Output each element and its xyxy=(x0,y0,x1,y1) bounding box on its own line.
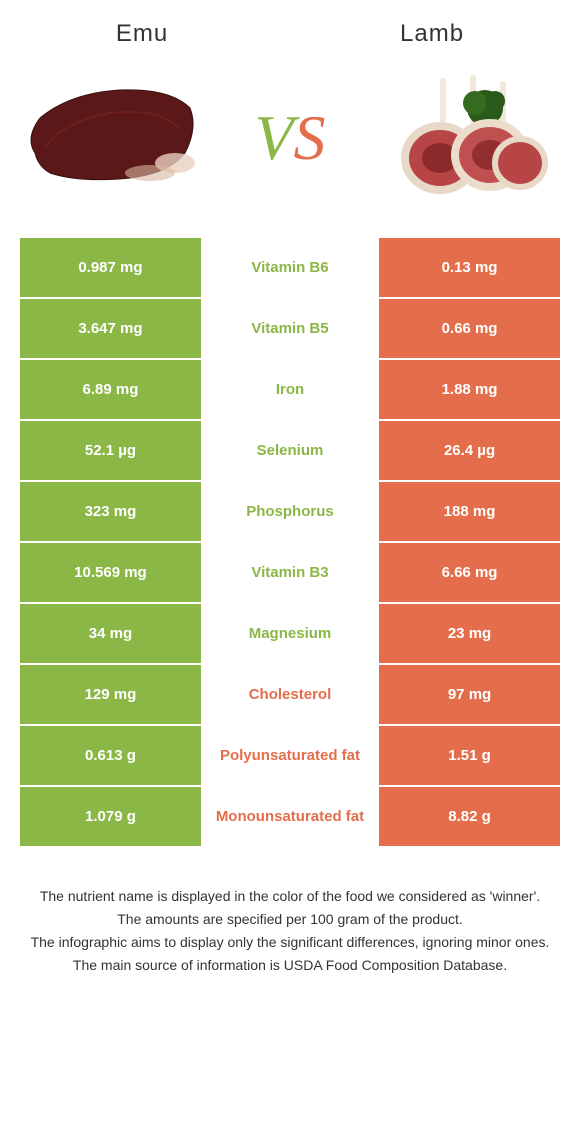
table-row: 0.613 gPolyunsaturated fat1.51 g xyxy=(20,726,560,785)
value-right: 0.13 mg xyxy=(379,238,560,297)
value-left: 34 mg xyxy=(20,604,201,663)
footer-notes: The nutrient name is displayed in the co… xyxy=(30,886,550,976)
value-left: 52.1 µg xyxy=(20,421,201,480)
footer-line-1: The nutrient name is displayed in the co… xyxy=(30,886,550,907)
table-row: 129 mgCholesterol97 mg xyxy=(20,665,560,724)
value-right: 97 mg xyxy=(379,665,560,724)
vs-label: VS xyxy=(254,101,325,175)
value-left: 0.613 g xyxy=(20,726,201,785)
nutrient-name: Monounsaturated fat xyxy=(201,787,379,846)
nutrient-name: Iron xyxy=(201,360,379,419)
value-left: 3.647 mg xyxy=(20,299,201,358)
table-row: 3.647 mgVitamin B50.66 mg xyxy=(20,299,560,358)
table-row: 1.079 gMonounsaturated fat8.82 g xyxy=(20,787,560,846)
value-left: 1.079 g xyxy=(20,787,201,846)
value-right: 1.88 mg xyxy=(379,360,560,419)
nutrient-name: Magnesium xyxy=(201,604,379,663)
value-right: 0.66 mg xyxy=(379,299,560,358)
value-right: 8.82 g xyxy=(379,787,560,846)
value-right: 1.51 g xyxy=(379,726,560,785)
header: Emu Lamb xyxy=(0,0,580,58)
vs-s: S xyxy=(294,102,326,173)
value-left: 129 mg xyxy=(20,665,201,724)
nutrient-name: Selenium xyxy=(201,421,379,480)
nutrient-name: Polyunsaturated fat xyxy=(201,726,379,785)
nutrient-name: Vitamin B3 xyxy=(201,543,379,602)
vs-v: V xyxy=(254,102,293,173)
value-right: 6.66 mg xyxy=(379,543,560,602)
table-row: 6.89 mgIron1.88 mg xyxy=(20,360,560,419)
value-left: 6.89 mg xyxy=(20,360,201,419)
table-row: 323 mgPhosphorus188 mg xyxy=(20,482,560,541)
value-right: 23 mg xyxy=(379,604,560,663)
nutrient-name: Cholesterol xyxy=(201,665,379,724)
table-row: 34 mgMagnesium23 mg xyxy=(20,604,560,663)
footer-line-4: The main source of information is USDA F… xyxy=(30,955,550,976)
table-row: 0.987 mgVitamin B60.13 mg xyxy=(20,238,560,297)
value-left: 10.569 mg xyxy=(20,543,201,602)
lamb-image xyxy=(380,68,560,208)
value-right: 26.4 µg xyxy=(379,421,560,480)
footer-line-3: The infographic aims to display only the… xyxy=(30,932,550,953)
table-row: 52.1 µgSelenium26.4 µg xyxy=(20,421,560,480)
footer-line-2: The amounts are specified per 100 gram o… xyxy=(30,909,550,930)
value-right: 188 mg xyxy=(379,482,560,541)
title-right: Lamb xyxy=(400,20,464,48)
vs-row: VS xyxy=(0,58,580,238)
nutrient-name: Phosphorus xyxy=(201,482,379,541)
value-left: 0.987 mg xyxy=(20,238,201,297)
nutrient-name: Vitamin B5 xyxy=(201,299,379,358)
value-left: 323 mg xyxy=(20,482,201,541)
title-left: Emu xyxy=(116,20,168,48)
emu-image xyxy=(20,68,200,208)
table-row: 10.569 mgVitamin B36.66 mg xyxy=(20,543,560,602)
comparison-table: 0.987 mgVitamin B60.13 mg3.647 mgVitamin… xyxy=(20,238,560,846)
nutrient-name: Vitamin B6 xyxy=(201,238,379,297)
